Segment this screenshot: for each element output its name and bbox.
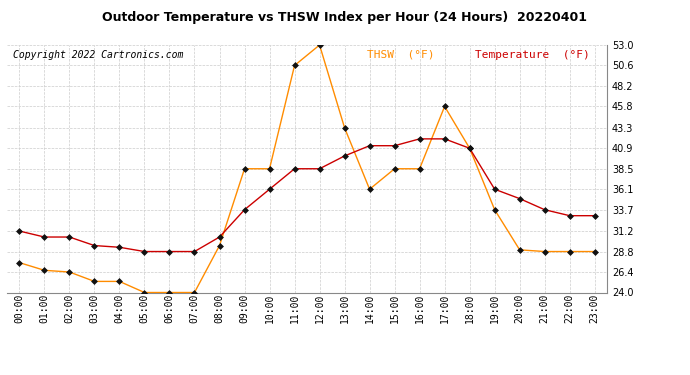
Text: Temperature  (°F): Temperature (°F) bbox=[475, 50, 590, 60]
Text: Outdoor Temperature vs THSW Index per Hour (24 Hours)  20220401: Outdoor Temperature vs THSW Index per Ho… bbox=[103, 11, 587, 24]
Text: THSW  (°F): THSW (°F) bbox=[367, 50, 435, 60]
Text: Copyright 2022 Cartronics.com: Copyright 2022 Cartronics.com bbox=[13, 50, 184, 60]
